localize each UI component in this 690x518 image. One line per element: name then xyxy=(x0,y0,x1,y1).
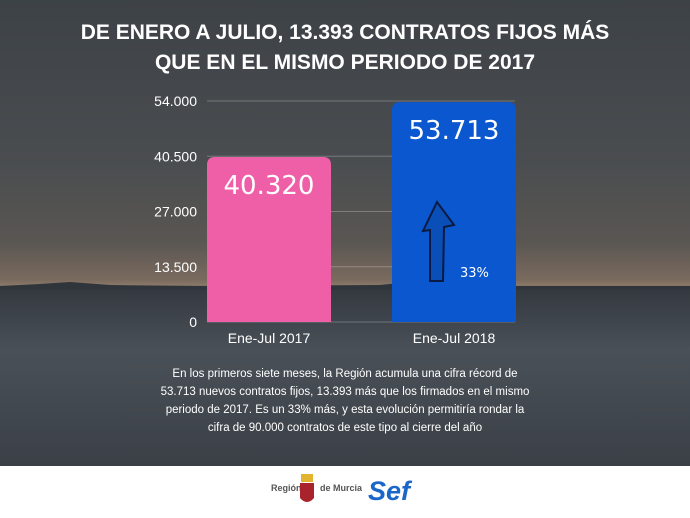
description-text: En los primeros siete meses, la Región a… xyxy=(160,368,530,434)
murcia-coat-of-arms-icon xyxy=(300,474,314,502)
up-arrow-icon xyxy=(421,200,456,282)
bar xyxy=(207,156,331,322)
background-photo xyxy=(0,0,690,466)
bar xyxy=(392,102,516,322)
y-tick-label: 0 xyxy=(189,314,197,330)
sef-logo: Sef xyxy=(368,476,411,506)
region-logo-text-2: de Murcia xyxy=(320,483,363,493)
page-title: DE ENERO A JULIO, 13.393 CONTRATOS FIJOS… xyxy=(0,18,690,78)
region-logo-text: Región xyxy=(271,483,302,493)
x-tick-label: Ene-Jul 2018 xyxy=(413,330,496,346)
bar-value-label: 53.713 xyxy=(409,116,500,146)
bar-value-label: 40.320 xyxy=(224,171,315,201)
y-tick-label: 27.000 xyxy=(154,204,197,220)
y-tick-label: 54.000 xyxy=(154,93,197,109)
y-tick-label: 40.500 xyxy=(154,148,197,164)
y-tick-label: 13.500 xyxy=(154,259,197,275)
footer: Región de Murcia Sef xyxy=(0,466,690,518)
title-line-1: DE ENERO A JULIO, 13.393 CONTRATOS FIJOS… xyxy=(80,21,610,44)
x-tick-label: Ene-Jul 2017 xyxy=(228,330,311,346)
title-line-2: QUE EN EL MISMO PERIODO DE 2017 xyxy=(154,51,536,74)
horizon-hills xyxy=(0,282,690,290)
growth-annotation: 33% xyxy=(460,266,489,281)
bar-chart: 0 13.500 27.000 40.500 54.000 40.320 Ene-Jul 2… xyxy=(154,93,516,346)
